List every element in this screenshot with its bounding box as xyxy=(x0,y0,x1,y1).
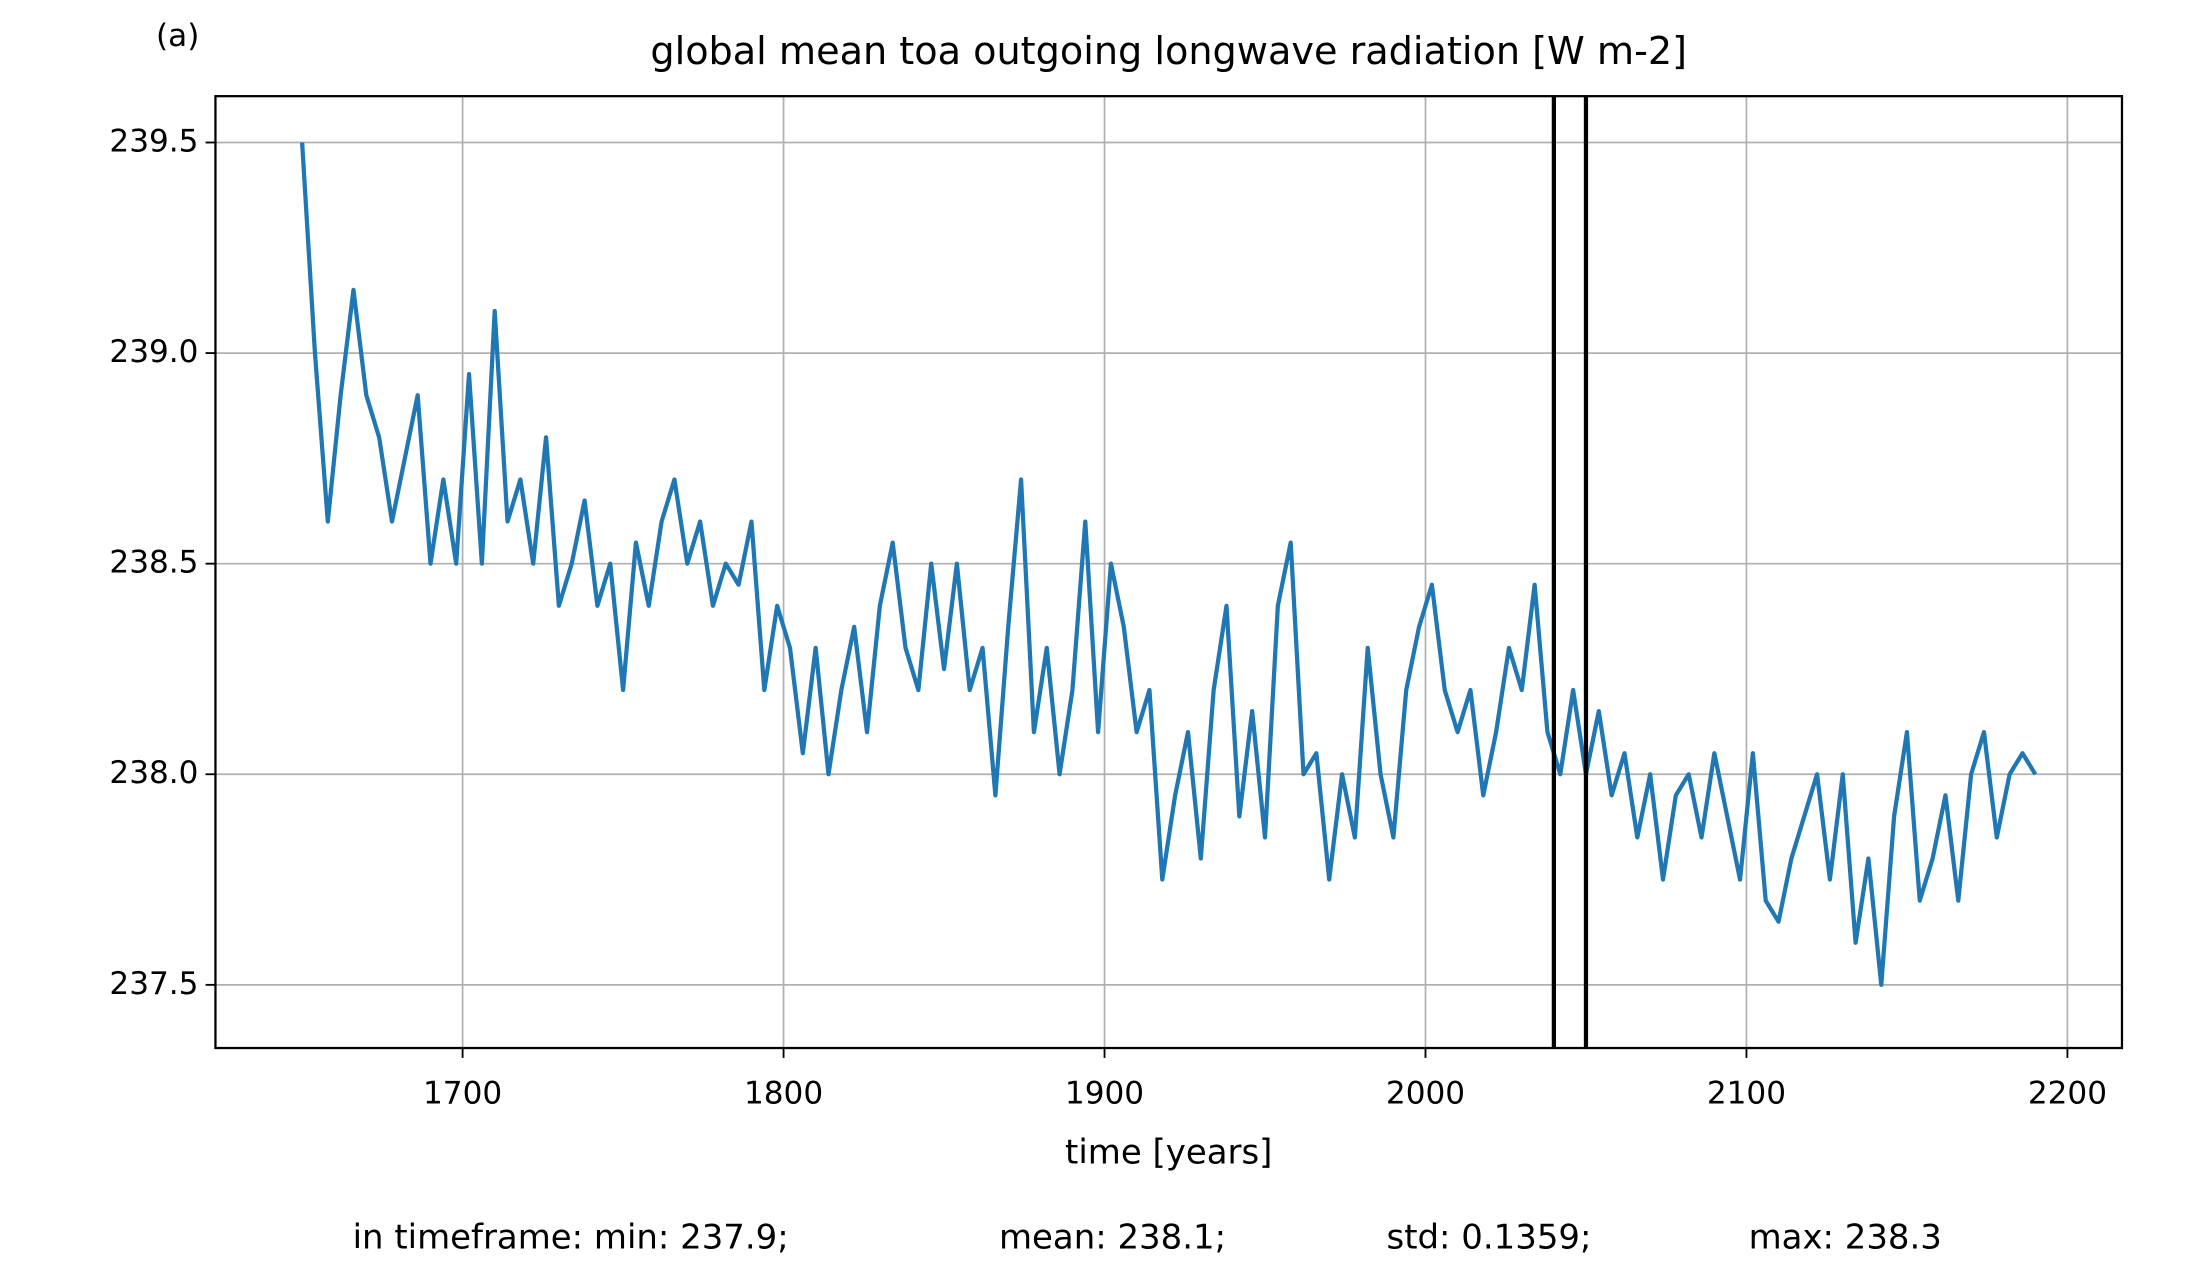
data-line xyxy=(299,142,2038,987)
y-tick-label: 238.5 xyxy=(109,545,198,581)
x-tick-label: 1800 xyxy=(744,1076,823,1112)
y-tick-label: 238.0 xyxy=(109,755,198,791)
x-tick-label: 2200 xyxy=(2028,1076,2107,1112)
x-tick-label: 2100 xyxy=(1707,1076,1786,1112)
annotation: in timeframe: min: 237.9; xyxy=(353,1217,789,1257)
y-tick-label: 239.0 xyxy=(109,334,198,370)
annotation: mean: 238.1; xyxy=(999,1217,1226,1257)
x-tick-label: 1700 xyxy=(423,1076,502,1112)
y-tick-label: 239.5 xyxy=(109,124,198,160)
y-tick-label: 237.5 xyxy=(109,966,198,1002)
annotation: std: 0.1359; xyxy=(1387,1217,1592,1257)
annotation: max: 238.3 xyxy=(1749,1217,1942,1257)
x-tick-label: 1900 xyxy=(1065,1076,1144,1112)
x-tick-label: 2000 xyxy=(1386,1076,1465,1112)
plot-frame xyxy=(214,95,2124,1050)
chart-title: global mean toa outgoing longwave radiat… xyxy=(650,30,1687,74)
x-axis-label: time [years] xyxy=(1065,1133,1272,1173)
panel-label: (a) xyxy=(156,18,199,54)
